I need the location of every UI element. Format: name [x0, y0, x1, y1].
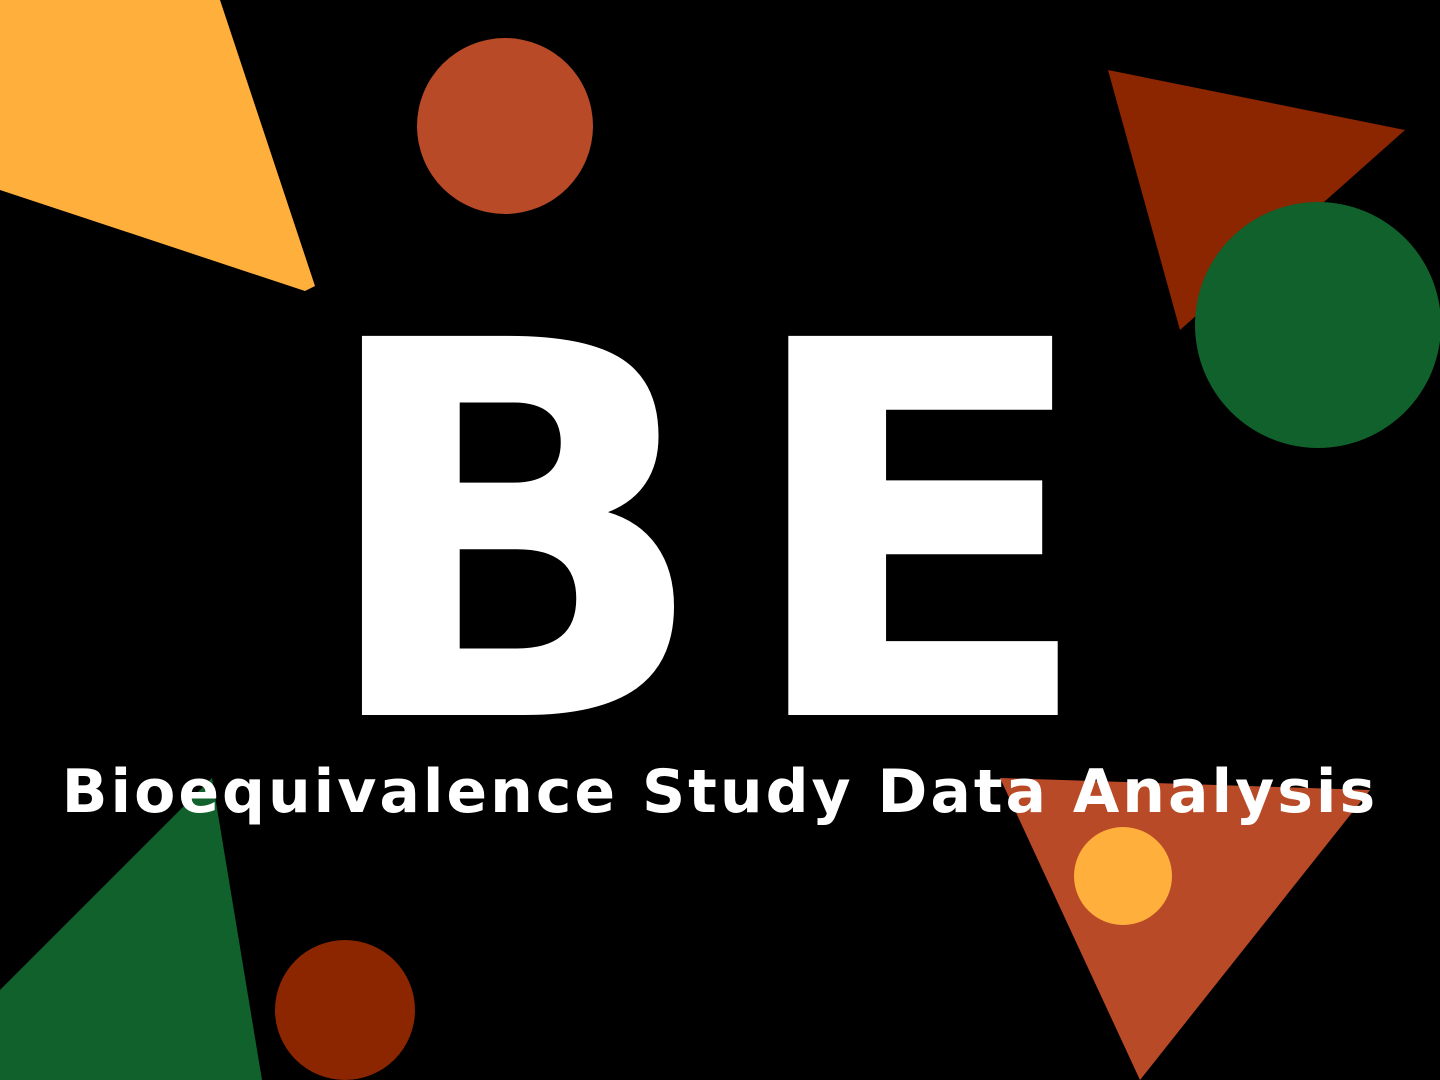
title-letters: BE — [0, 232, 1440, 838]
dark-red-circle-shape — [275, 940, 415, 1080]
green-circle-shape — [1195, 202, 1440, 448]
green-triangle-shape — [0, 778, 262, 1080]
dark-red-triangle-shape — [1108, 70, 1405, 330]
title-abbreviation: BE — [314, 232, 1126, 838]
subtitle: Bioequivalence Study Data Analysis — [61, 757, 1379, 827]
yellow-triangle-shape — [0, 0, 315, 291]
yellow-circle-shape — [1074, 827, 1172, 925]
orange-circle-shape — [417, 38, 593, 214]
